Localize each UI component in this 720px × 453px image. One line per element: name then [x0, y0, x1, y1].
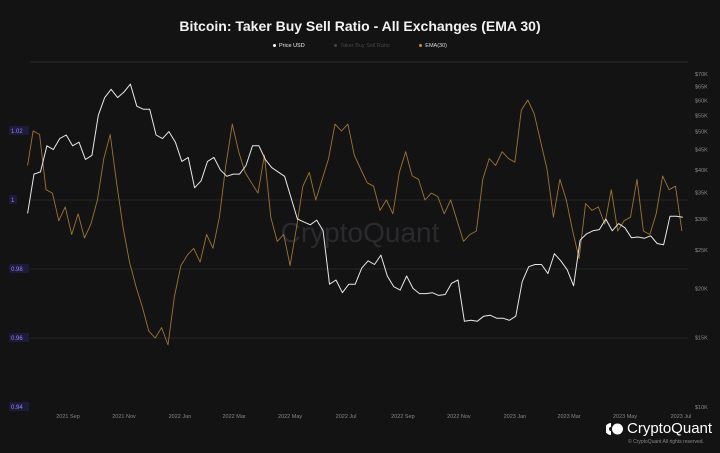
left-tick-label: 1 — [11, 198, 15, 204]
brand-name: CryptoQuant — [627, 420, 713, 437]
chart-title: Bitcoin: Taker Buy Sell Ratio - All Exch… — [179, 18, 541, 34]
left-tick-bg — [9, 402, 29, 411]
legend-dot-icon — [334, 44, 338, 48]
x-tick-label: 2023 Jan — [504, 414, 527, 420]
legend: Price USD Taker Buy Sell Ratio EMA(30) — [0, 43, 720, 49]
legend-dot-icon — [273, 44, 277, 48]
left-tick-label: 0.94 — [11, 405, 23, 411]
left-tick-bg — [9, 333, 29, 342]
right-tick-label: $70K — [695, 72, 708, 78]
copyright: © CryptoQuant All rights reserved. — [628, 439, 704, 445]
x-tick-label: 2022 Jan — [169, 414, 192, 420]
x-tick-label: 2023 Mar — [557, 414, 580, 420]
legend-label: Price USD — [279, 43, 305, 49]
cryptoquant-logo: CryptoQuant — [606, 420, 712, 437]
right-tick-label: $15K — [695, 336, 708, 342]
right-tick-label: $65K — [695, 85, 708, 91]
right-tick-label: $10K — [695, 405, 708, 411]
right-tick-label: $30K — [695, 217, 708, 223]
x-tick-label: 2023 May — [613, 414, 637, 420]
right-tick-label: $35K — [695, 191, 708, 197]
left-tick-bg — [9, 126, 29, 135]
right-tick-label: $60K — [695, 98, 708, 104]
right-tick-label: $20K — [695, 286, 708, 292]
price-usd-line — [27, 83, 683, 322]
left-tick-bg — [9, 195, 17, 204]
cryptoquant-logo-icon — [606, 422, 623, 435]
right-tick-label: $45K — [695, 148, 708, 154]
x-tick-label: 2022 Sep — [391, 414, 415, 420]
x-tick-label: 2021 Nov — [112, 414, 136, 420]
legend-item-price[interactable]: Price USD — [273, 43, 305, 49]
legend-item-ema[interactable]: EMA(30) — [419, 43, 447, 49]
legend-label: EMA(30) — [425, 43, 447, 49]
right-tick-label: $50K — [695, 130, 708, 136]
legend-label: Taker Buy Sell Ratio — [340, 43, 390, 49]
left-tick-label: 0.98 — [11, 267, 23, 273]
x-tick-label: 2022 Nov — [447, 414, 471, 420]
left-tick-bg — [9, 264, 29, 273]
x-tick-label: 2021 Sep — [56, 414, 80, 420]
x-tick-label: 2022 Jul — [336, 414, 357, 420]
right-tick-label: $40K — [695, 168, 708, 174]
left-tick-label: 1.02 — [11, 129, 23, 135]
x-tick-label: 2023 Jul — [671, 414, 692, 420]
watermark: CryptoQuant — [281, 217, 440, 248]
left-tick-label: 0.96 — [11, 336, 23, 342]
right-tick-label: $25K — [695, 248, 708, 254]
legend-item-ratio[interactable]: Taker Buy Sell Ratio — [334, 43, 390, 49]
ema30-line — [27, 99, 683, 346]
x-tick-label: 2022 May — [278, 414, 302, 420]
x-tick-label: 2022 Mar — [222, 414, 245, 420]
right-tick-label: $55K — [695, 113, 708, 119]
legend-dot-icon — [419, 44, 423, 48]
